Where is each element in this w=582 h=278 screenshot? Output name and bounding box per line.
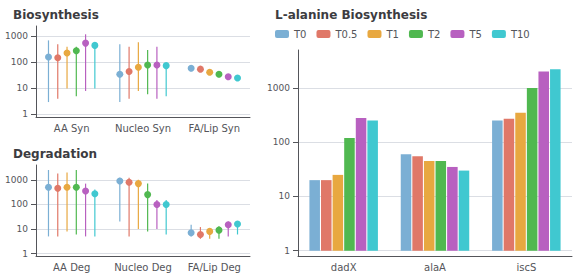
svg-text:1: 1 xyxy=(22,109,28,119)
svg-text:T1: T1 xyxy=(385,29,398,40)
svg-text:T10: T10 xyxy=(510,29,530,40)
svg-text:Degradation: Degradation xyxy=(13,147,97,161)
svg-text:AA Syn: AA Syn xyxy=(54,123,90,134)
svg-text:100: 100 xyxy=(11,199,28,209)
svg-text:1000: 1000 xyxy=(267,83,290,93)
svg-text:FA/Lip Deg: FA/Lip Deg xyxy=(188,262,241,273)
svg-text:dadX: dadX xyxy=(331,262,357,273)
svg-text:T0: T0 xyxy=(293,29,306,40)
svg-text:T2: T2 xyxy=(427,29,440,40)
svg-text:iscS: iscS xyxy=(516,262,536,273)
svg-text:alaA: alaA xyxy=(424,262,446,273)
svg-text:1000: 1000 xyxy=(5,175,28,185)
svg-text:1: 1 xyxy=(22,249,28,259)
svg-text:Biosynthesis: Biosynthesis xyxy=(13,8,99,22)
svg-text:10: 10 xyxy=(17,83,29,93)
svg-text:T5: T5 xyxy=(468,29,481,40)
svg-text:1: 1 xyxy=(284,246,290,256)
svg-text:1000: 1000 xyxy=(5,31,28,41)
svg-text:10: 10 xyxy=(279,191,291,201)
svg-text:10: 10 xyxy=(17,224,29,234)
svg-text:T0.5: T0.5 xyxy=(334,29,357,40)
svg-text:FA/Lip Syn: FA/Lip Syn xyxy=(189,123,241,134)
svg-text:Nucleo Deg: Nucleo Deg xyxy=(114,262,172,273)
svg-text:L-alanine Biosynthesis: L-alanine Biosynthesis xyxy=(275,8,427,22)
svg-text:Nucleo Syn: Nucleo Syn xyxy=(115,123,171,134)
svg-text:AA Deg: AA Deg xyxy=(53,262,90,273)
svg-text:100: 100 xyxy=(11,57,28,67)
svg-text:100: 100 xyxy=(273,137,290,147)
